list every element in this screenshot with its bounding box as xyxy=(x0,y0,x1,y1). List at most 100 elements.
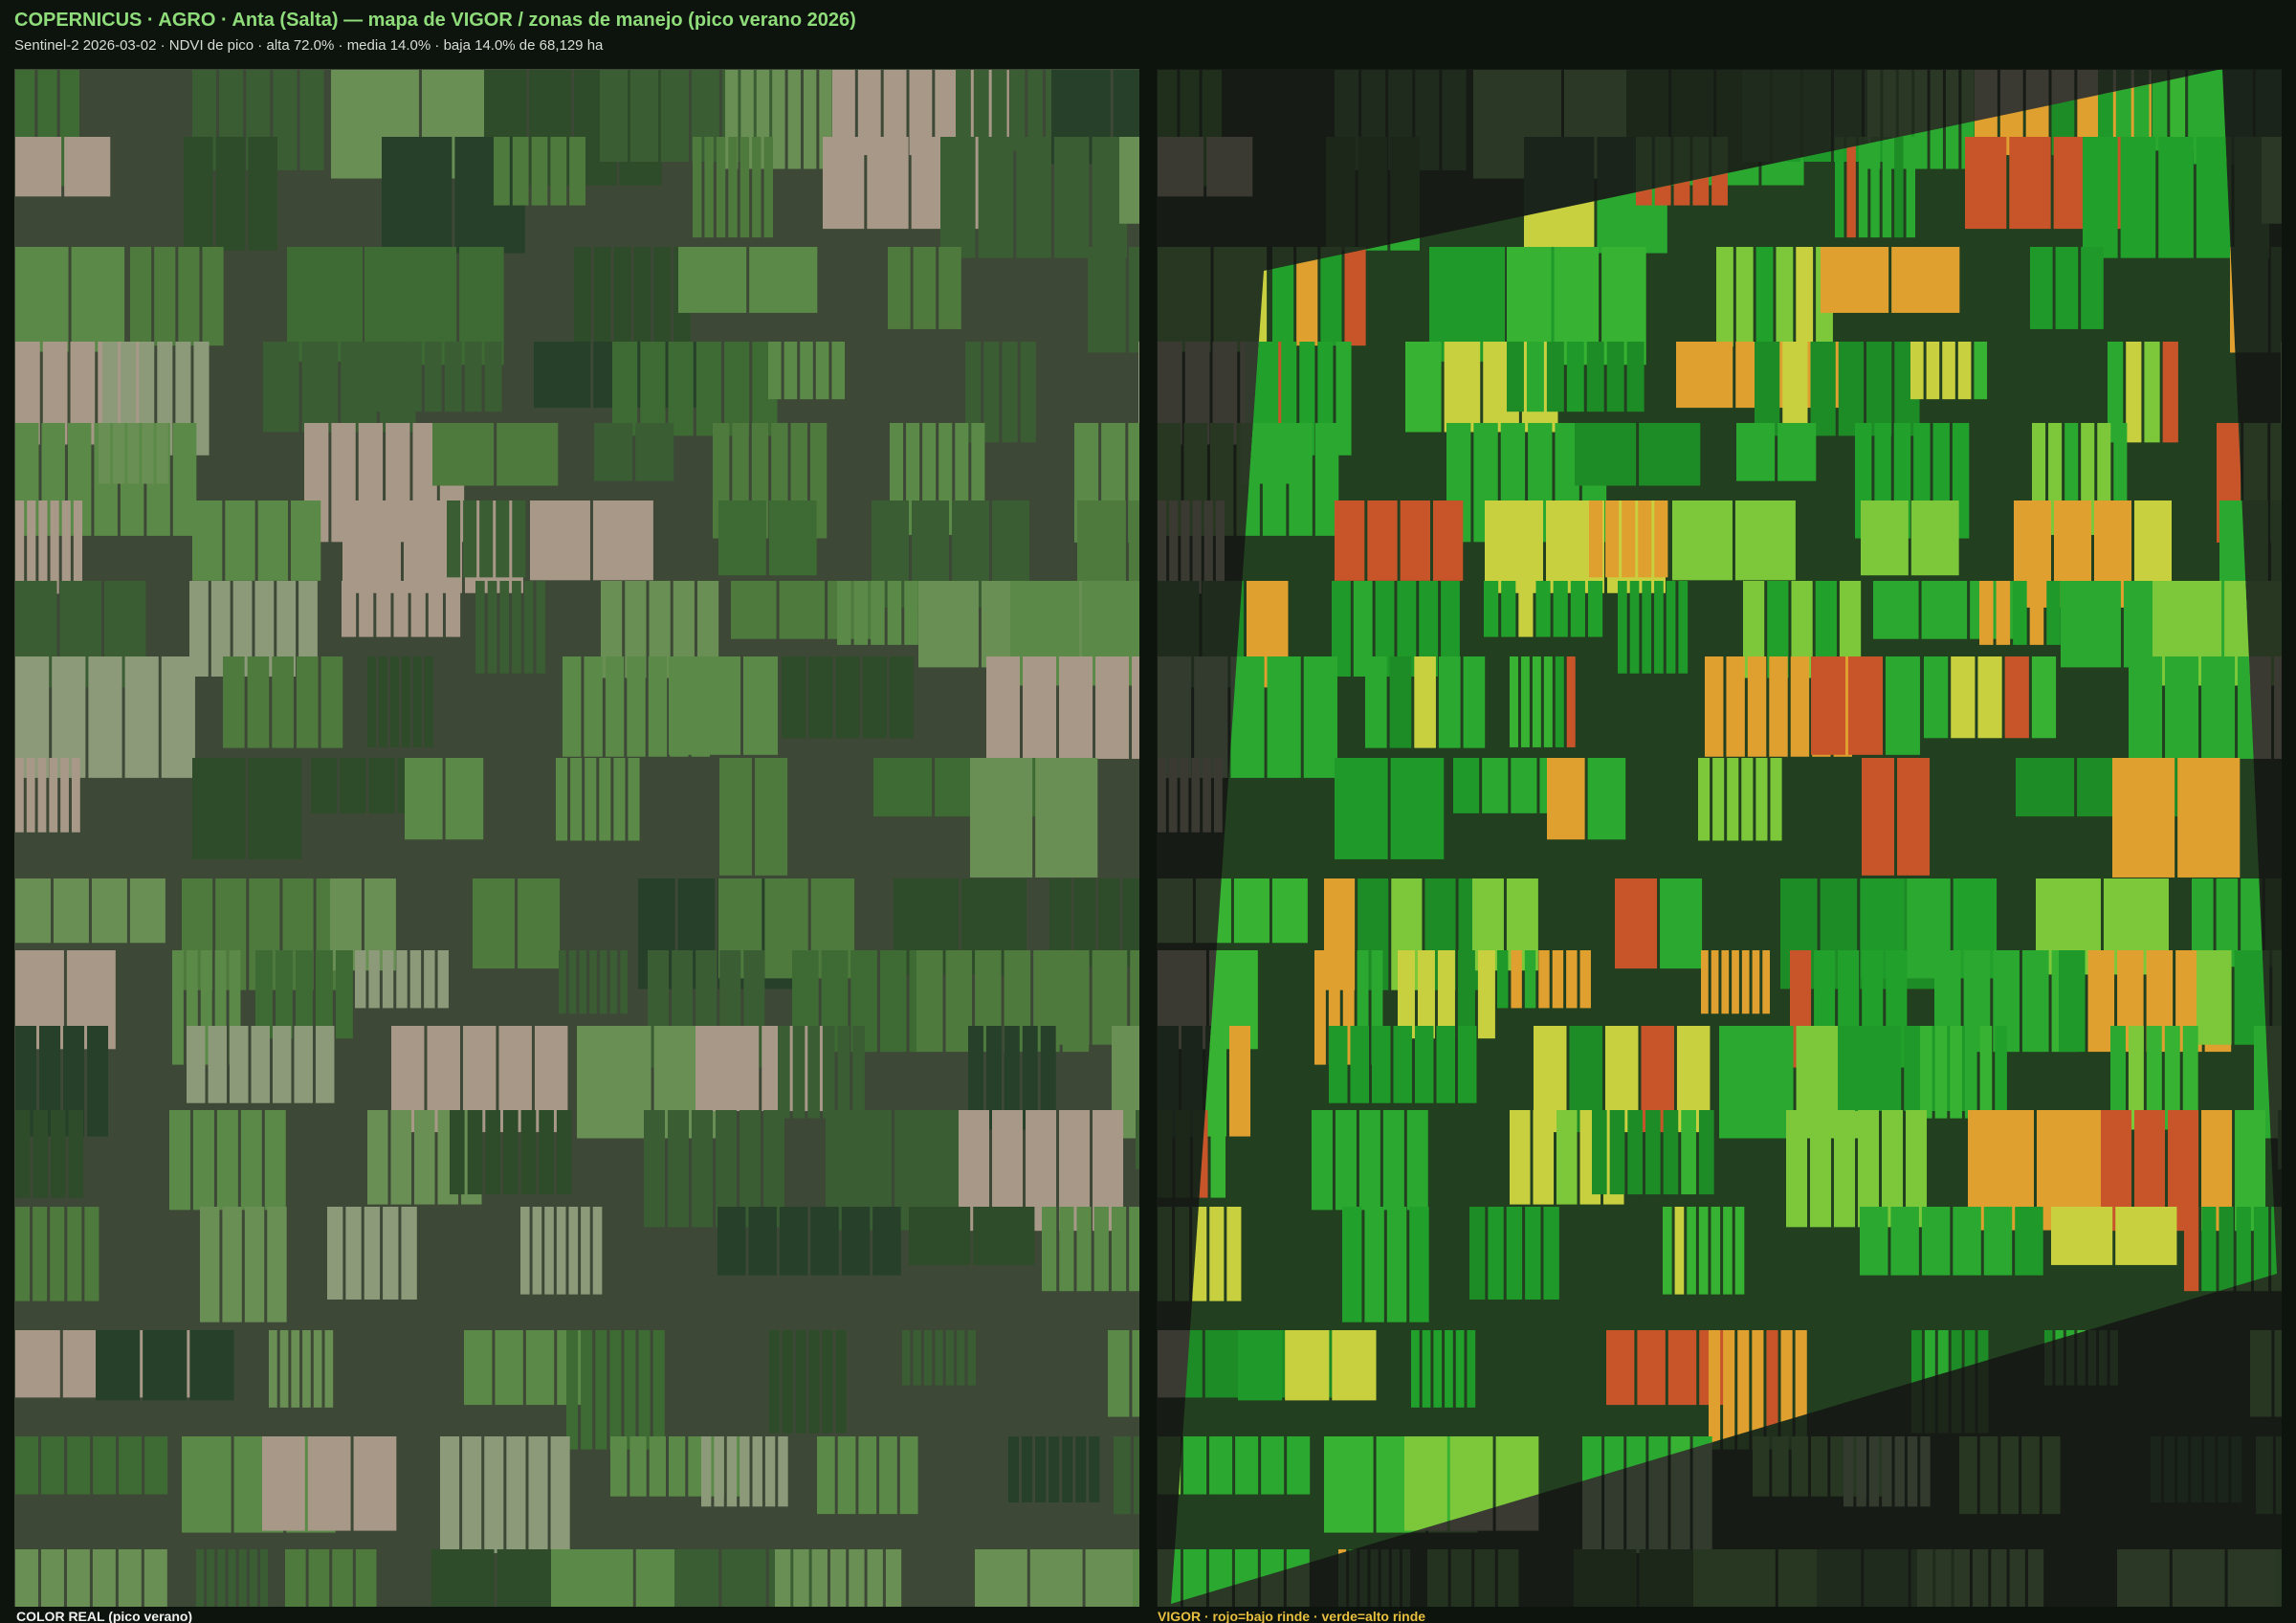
field xyxy=(1022,1026,1038,1130)
field xyxy=(1114,1436,1131,1515)
field xyxy=(1029,1549,1083,1607)
field xyxy=(649,1436,666,1497)
field xyxy=(718,1207,746,1276)
field xyxy=(1417,950,1435,1039)
field xyxy=(384,342,402,412)
field xyxy=(2165,656,2199,759)
field xyxy=(1438,656,1461,748)
field xyxy=(1575,423,1637,486)
field xyxy=(1022,1436,1033,1502)
field xyxy=(1357,950,1369,1065)
field xyxy=(1469,1207,1486,1300)
field xyxy=(1298,423,1311,484)
field xyxy=(405,758,443,840)
field xyxy=(1605,500,1620,578)
field xyxy=(1769,656,1788,757)
field xyxy=(1974,342,1988,400)
field xyxy=(668,342,694,436)
field xyxy=(574,247,591,347)
field xyxy=(1213,758,1223,833)
field xyxy=(1953,1207,1981,1276)
field xyxy=(1344,247,1366,346)
field xyxy=(923,1330,933,1386)
field xyxy=(2013,581,2027,645)
field xyxy=(73,500,83,594)
field xyxy=(1158,137,1204,197)
field xyxy=(1073,878,1096,967)
field xyxy=(1873,581,1919,639)
field xyxy=(1716,247,1733,347)
field xyxy=(1698,758,1711,841)
field xyxy=(752,137,762,238)
field xyxy=(196,1549,205,1607)
field xyxy=(965,342,982,443)
field xyxy=(742,656,778,755)
field xyxy=(1382,1110,1404,1211)
field xyxy=(1158,342,1182,445)
field xyxy=(1128,500,1139,622)
field xyxy=(1556,1110,1578,1205)
field xyxy=(1511,950,1522,1009)
field xyxy=(1917,1549,1933,1607)
field xyxy=(1672,500,1733,581)
field xyxy=(1089,1436,1100,1502)
field xyxy=(1882,1110,1904,1228)
field xyxy=(1861,500,1909,576)
field xyxy=(1786,1110,1808,1228)
field xyxy=(559,950,566,1014)
field xyxy=(15,1549,38,1607)
field xyxy=(1727,758,1739,841)
field xyxy=(592,500,653,581)
field xyxy=(440,1436,460,1553)
field xyxy=(1935,1549,1952,1607)
field xyxy=(2112,758,2175,878)
field xyxy=(1042,1207,1057,1292)
field xyxy=(494,137,510,206)
field xyxy=(872,1207,901,1276)
field xyxy=(879,950,907,1053)
field xyxy=(2110,1026,2126,1130)
field xyxy=(811,1549,828,1607)
field xyxy=(1359,1549,1368,1607)
field xyxy=(1133,1436,1139,1515)
field xyxy=(985,1026,1002,1130)
field xyxy=(2128,1026,2144,1130)
field xyxy=(251,1026,270,1103)
field xyxy=(2117,1549,2170,1607)
field xyxy=(124,656,159,778)
field xyxy=(2083,137,2118,258)
field xyxy=(1742,70,1770,163)
field xyxy=(2061,581,2121,668)
field xyxy=(2196,137,2232,258)
field xyxy=(1507,342,1524,412)
field xyxy=(778,1026,790,1119)
field xyxy=(635,423,674,481)
field xyxy=(724,342,750,436)
field xyxy=(172,950,184,1065)
field xyxy=(1654,500,1668,578)
field xyxy=(1838,342,1865,436)
field xyxy=(143,1330,188,1401)
field xyxy=(1897,758,1931,876)
field xyxy=(445,581,461,637)
field xyxy=(1723,1330,1735,1450)
field xyxy=(294,1026,313,1103)
field xyxy=(579,950,587,1014)
field xyxy=(782,1330,793,1434)
field xyxy=(1168,758,1178,833)
field xyxy=(1726,656,1745,757)
field xyxy=(2144,342,2160,443)
field xyxy=(593,247,611,347)
field xyxy=(1920,1026,1932,1119)
field xyxy=(390,1110,412,1205)
field xyxy=(902,1330,911,1386)
field xyxy=(2115,1207,2177,1265)
field xyxy=(64,137,111,197)
field xyxy=(1921,1207,1951,1276)
field xyxy=(1194,656,1228,778)
field xyxy=(1535,581,1551,637)
field xyxy=(2262,137,2282,224)
field xyxy=(208,1026,227,1103)
field xyxy=(88,656,122,778)
field xyxy=(653,247,672,347)
